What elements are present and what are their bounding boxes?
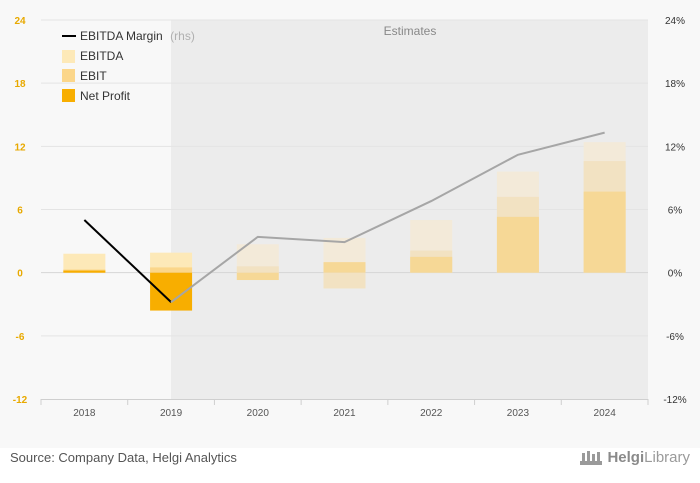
x-tick-label: 2018 (73, 408, 96, 419)
bars-group (63, 142, 626, 311)
y-right-tick-label: -6% (666, 332, 684, 343)
brand-part1: Helgi (607, 449, 645, 466)
legend-ebit-swatch (62, 69, 75, 82)
y-left-tick-label: -6 (16, 332, 25, 343)
bar-ebit (323, 272, 366, 289)
margin-line-estimate (170, 131, 605, 303)
legend: EBITDA Margin (rhs) EBITDA EBIT Net Prof… (62, 27, 195, 103)
y-right-tick-label: 24% (665, 16, 685, 27)
y-right-tick-label: 18% (665, 79, 685, 90)
x-tick-label: 2024 (594, 408, 617, 419)
x-tick-label: 2019 (160, 408, 183, 419)
y-left-tick-label: 6 (17, 206, 23, 217)
bar-net-profit (323, 262, 366, 273)
margin-line-actual (83, 219, 172, 303)
estimates-label: Estimates (384, 24, 437, 38)
legend-net-profit-swatch (62, 89, 75, 102)
y-right-tick-label: -12% (663, 395, 686, 406)
x-tick-label: 2020 (247, 408, 270, 419)
x-tick-label: 2021 (333, 408, 356, 419)
bar-net-profit (236, 272, 279, 281)
footer: Source: Company Data, Helgi Analytics He… (0, 448, 700, 483)
legend-net-profit-label: Net Profit (80, 89, 131, 103)
y-left-tick-label: 12 (14, 142, 26, 153)
y-left-tick-label: 0 (17, 269, 23, 280)
axes-group: 2018 2019 2020 2021 2022 2023 2024 -12 -6 0 6 12 18 2… (13, 16, 687, 419)
margin-line-group (83, 131, 605, 303)
legend-ebitda-swatch (62, 50, 75, 63)
bar-ebitda (63, 253, 106, 273)
source-note: Source: Company Data, Helgi Analytics (10, 450, 237, 465)
y-left-tick-label: -12 (13, 395, 28, 406)
legend-ebit-label: EBIT (80, 69, 107, 83)
chart-area: Estimates 2018 2019 2020 2021 2022 2023 2024 -1… (12, 16, 687, 419)
x-tick-label: 2022 (420, 408, 443, 419)
bar-net-profit (496, 216, 539, 273)
y-left-tick-label: 24 (14, 16, 26, 27)
brand-part2: Library (644, 449, 690, 466)
bar-net-profit (583, 191, 626, 273)
legend-ebitda-label: EBITDA (80, 49, 123, 63)
bar-net-profit (410, 256, 453, 273)
y-right-tick-label: 6% (668, 206, 683, 217)
bar-ebit (236, 266, 279, 273)
y-right-tick-label: 0% (668, 269, 683, 280)
y-right-tick-label: 12% (665, 142, 685, 153)
brand-logo: HelgiLibrary (579, 449, 690, 467)
bar-ebit (150, 267, 193, 273)
y-left-tick-label: 18 (14, 79, 26, 90)
bar-net-profit (63, 270, 106, 273)
chart-svg: Estimates 2018 2019 2020 2021 2022 2023 2024 -1… (13, 16, 687, 419)
library-icon (580, 451, 603, 466)
x-tick-label: 2023 (507, 408, 530, 419)
legend-ebitda-margin-label: EBITDA Margin (rhs) (80, 27, 195, 44)
